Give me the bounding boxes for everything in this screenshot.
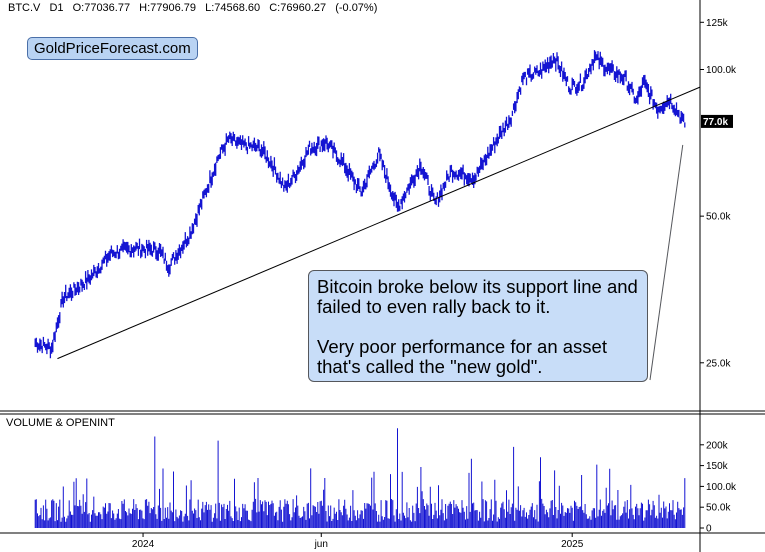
volume-axis-label: 0 (706, 524, 712, 535)
support-line (57, 86, 701, 360)
site-badge: GoldPriceForecast.com (27, 37, 198, 60)
price-bars (34, 50, 686, 359)
price-axis-label: 125k (706, 18, 729, 29)
time-axis-label: jun (314, 539, 328, 550)
close-value: C:76960.27 (269, 2, 327, 14)
open-value: O:77036.77 (72, 2, 131, 14)
volume-axis-label: 50.0k (706, 503, 731, 514)
last-price-label: 77.0k (703, 117, 728, 128)
price-axis-label: 25.0k (706, 358, 731, 369)
volume-panel-title: VOLUME & OPENINT (6, 417, 115, 429)
time-axis-label: 2024 (132, 539, 155, 550)
volume-axis-label: 150k (706, 461, 729, 472)
callout-line-1: Bitcoin broke below its support line and… (317, 276, 638, 317)
volume-bars (34, 428, 686, 528)
low-value: L:74568.60 (205, 2, 261, 14)
change-value: (-0.07%) (335, 2, 378, 14)
annotation-callout: Bitcoin broke below its support line and… (308, 270, 648, 382)
volume-axis-label: 200k (706, 440, 729, 451)
symbol: BTC.V (8, 2, 41, 14)
time-axis-label: 2025 (561, 539, 584, 550)
callout-line-2: Very poor performance for an asset that'… (317, 336, 607, 377)
high-value: H:77906.79 (139, 2, 197, 14)
price-series (34, 50, 686, 359)
volume-series (34, 428, 686, 528)
timeframe: D1 (49, 2, 64, 14)
price-axis-label: 50.0k (706, 212, 731, 223)
callout-pointer (649, 144, 684, 381)
ohlc-header: BTC.V D1 O:77036.77 H:77906.79 L:74568.6… (8, 2, 383, 14)
volume-axis-label: 100.0k (706, 482, 737, 493)
price-axis-label: 100.0k (706, 65, 737, 76)
last-price-box (701, 114, 733, 128)
